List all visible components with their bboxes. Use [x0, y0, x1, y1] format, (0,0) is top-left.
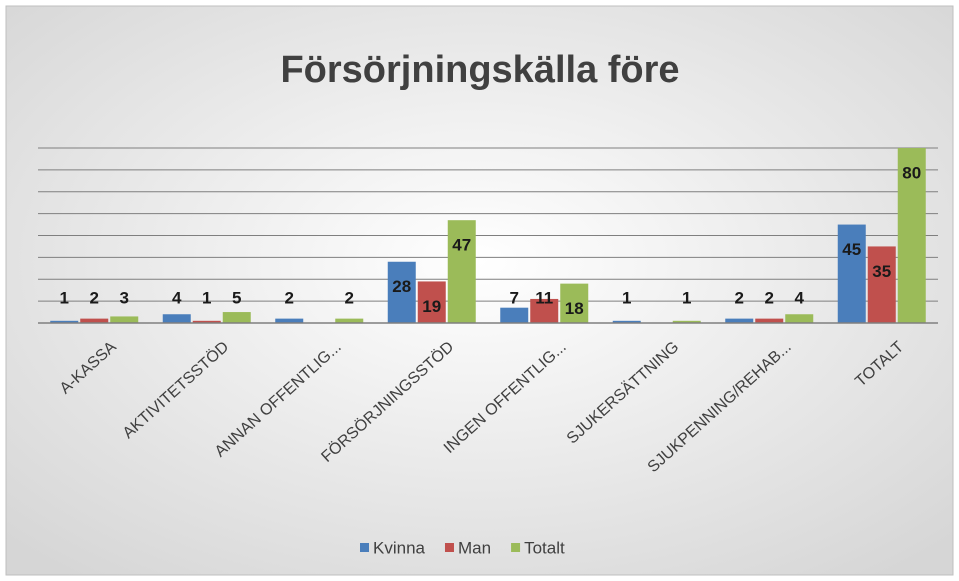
chart-background — [5, 5, 954, 576]
bar — [867, 246, 896, 323]
data-label: 11 — [535, 289, 553, 308]
data-label: 2 — [735, 289, 744, 308]
data-label: 1 — [60, 289, 69, 308]
bar — [50, 320, 79, 323]
data-label: 4 — [172, 289, 182, 308]
data-label: 47 — [452, 236, 471, 255]
bar — [162, 314, 191, 323]
data-label: 5 — [232, 289, 241, 308]
data-label: 2 — [765, 289, 774, 308]
data-label: 1 — [622, 289, 631, 308]
data-label: 35 — [872, 262, 891, 281]
bar — [387, 261, 416, 323]
legend-swatch — [360, 543, 369, 552]
data-label: 2 — [90, 289, 99, 308]
bar — [755, 318, 784, 323]
legend-swatch — [444, 543, 454, 552]
bar — [837, 224, 866, 323]
data-label: 3 — [120, 289, 129, 308]
bar — [80, 318, 109, 323]
bar — [275, 318, 304, 323]
data-label: 45 — [842, 240, 861, 259]
bar — [785, 314, 814, 323]
data-label: 1 — [202, 289, 211, 308]
data-label: 80 — [902, 163, 921, 182]
bar — [530, 298, 559, 323]
bar — [192, 320, 221, 323]
chart-title: Försörjningskälla före — [280, 49, 679, 91]
data-label: 7 — [510, 289, 519, 308]
data-label: 28 — [392, 277, 411, 296]
bar — [560, 283, 589, 323]
data-label: 2 — [345, 289, 354, 308]
legend-label: Totalt — [524, 538, 565, 557]
bar — [222, 312, 251, 323]
bar — [335, 318, 364, 323]
data-label: 19 — [422, 297, 441, 316]
bar — [725, 318, 754, 323]
data-label: 2 — [285, 289, 294, 308]
data-label: 4 — [795, 289, 805, 308]
bar — [110, 316, 139, 323]
bar — [500, 307, 529, 323]
bar — [417, 281, 446, 323]
data-label: 1 — [682, 289, 691, 308]
bar — [897, 148, 926, 323]
bar — [612, 320, 641, 323]
bar — [672, 320, 701, 323]
bar — [447, 220, 476, 323]
legend-swatch — [511, 543, 521, 552]
legend-label: Kvinna — [373, 538, 426, 557]
legend-label: Man — [458, 538, 491, 557]
data-label: 18 — [565, 299, 584, 318]
